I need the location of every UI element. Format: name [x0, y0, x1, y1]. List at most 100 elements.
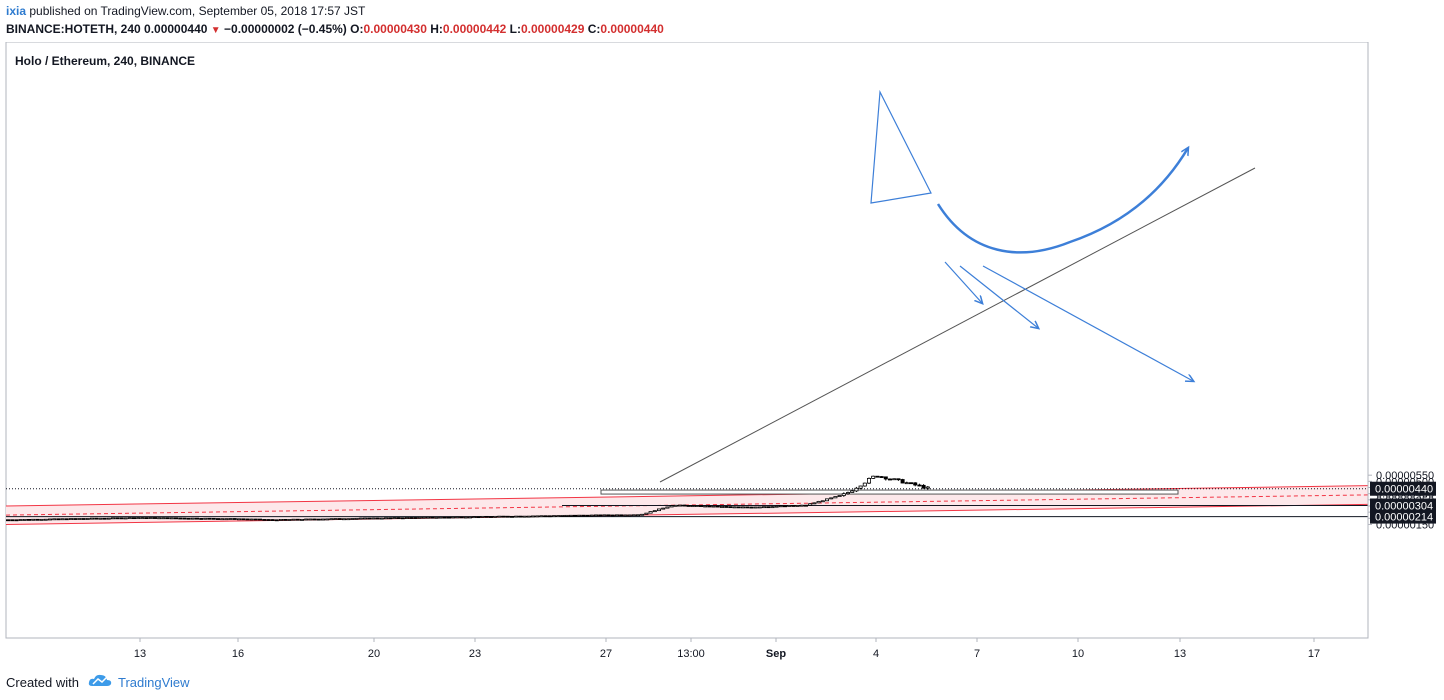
candle: [896, 478, 901, 481]
drawing-annotations[interactable]: [659, 89, 1256, 483]
candle-body: [602, 514, 607, 517]
candle: [26, 518, 31, 521]
candle-body: [753, 506, 758, 509]
candle: [266, 519, 271, 521]
price-label-box: [1370, 509, 1436, 524]
candle: [6, 519, 11, 522]
candle: [648, 511, 653, 514]
tradingview-brand[interactable]: TradingView: [118, 675, 190, 690]
candle-body: [850, 490, 855, 493]
candle: [552, 515, 557, 518]
candle: [18, 519, 23, 521]
candle-body: [253, 518, 258, 521]
candle-body: [203, 517, 208, 520]
candle-body: [190, 517, 195, 520]
candle-body: [678, 504, 683, 507]
candle: [875, 475, 880, 478]
candle-body: [98, 517, 103, 520]
candle-body: [606, 514, 611, 517]
candle: [375, 517, 380, 520]
candle: [531, 515, 536, 518]
candle: [678, 504, 683, 507]
candle-body: [627, 514, 632, 517]
candle-body: [690, 505, 695, 508]
price-axis[interactable]: 0.000005500.000005000.000004500.00000400…: [1368, 470, 1436, 531]
candle: [808, 503, 813, 506]
price-tick-label: 0.00000550: [1376, 470, 1434, 482]
candle-body: [463, 516, 468, 519]
candle-body: [762, 506, 767, 509]
candle-body: [892, 478, 897, 481]
candle-body: [383, 517, 388, 520]
time-tick-label: 7: [974, 648, 980, 660]
price-chart[interactable]: 0.000005500.000005000.000004500.00000400…: [0, 42, 1444, 664]
candle: [161, 517, 166, 520]
candle: [127, 517, 132, 520]
author-name[interactable]: ixia: [6, 4, 27, 18]
candle: [421, 516, 426, 519]
candle: [123, 517, 128, 520]
candle: [505, 515, 510, 518]
candle: [757, 506, 762, 509]
candle: [783, 505, 788, 508]
candle: [467, 516, 472, 519]
candle-body: [417, 516, 422, 519]
candle-body: [531, 515, 536, 518]
candle-body: [413, 517, 418, 519]
candle: [325, 518, 330, 521]
candle: [77, 518, 82, 520]
candle: [699, 505, 704, 507]
candle-body: [564, 514, 569, 517]
candle: [686, 505, 691, 507]
candle-body: [669, 505, 674, 508]
price-label-box: [1370, 498, 1436, 513]
candle-body: [455, 516, 460, 519]
candle-body: [194, 517, 199, 520]
candle: [741, 506, 746, 509]
candle: [14, 519, 19, 522]
candle-body: [556, 515, 561, 517]
candle: [346, 518, 351, 521]
candle: [10, 519, 15, 522]
candle: [350, 518, 355, 520]
time-tick-label: 13:00: [677, 648, 705, 660]
candle-body: [270, 519, 275, 521]
candle: [48, 518, 53, 521]
candle-body: [69, 518, 74, 520]
candle-body: [337, 518, 342, 520]
price-label-text: 0.00000440: [1375, 484, 1433, 496]
candle: [35, 518, 40, 521]
candle-body: [232, 518, 237, 520]
candle-body: [858, 485, 863, 489]
candle-body: [699, 505, 704, 507]
candle: [102, 517, 107, 520]
candle: [917, 483, 922, 487]
trendline: [659, 167, 1256, 483]
time-axis[interactable]: 13 16 20 23 27 13:00 Sep 4 7 10 13 17: [134, 638, 1320, 660]
candle: [417, 516, 422, 519]
candle-body: [14, 519, 19, 522]
candle-body: [493, 515, 498, 518]
candle-body: [56, 518, 61, 521]
bearish-arrow-long: [982, 265, 1193, 381]
price-label-text: 0.00000214: [1375, 512, 1433, 524]
candle-body: [829, 497, 834, 500]
candle: [568, 514, 573, 517]
candle: [892, 478, 897, 481]
candle: [56, 518, 61, 521]
tradingview-cloud-icon[interactable]: [88, 672, 112, 688]
candle-body: [333, 518, 338, 520]
candle-body: [686, 505, 691, 507]
candle-body: [728, 506, 733, 509]
candle-body: [636, 514, 641, 517]
candle: [291, 518, 296, 521]
candle-body: [346, 518, 351, 521]
candle: [295, 518, 300, 521]
candle: [194, 517, 199, 520]
price-change: −0.00000002 (−0.45%): [224, 22, 347, 36]
candle: [316, 518, 321, 521]
candle: [409, 517, 414, 519]
candle-body: [799, 504, 804, 507]
candle-body: [732, 506, 737, 509]
candle: [560, 514, 565, 517]
